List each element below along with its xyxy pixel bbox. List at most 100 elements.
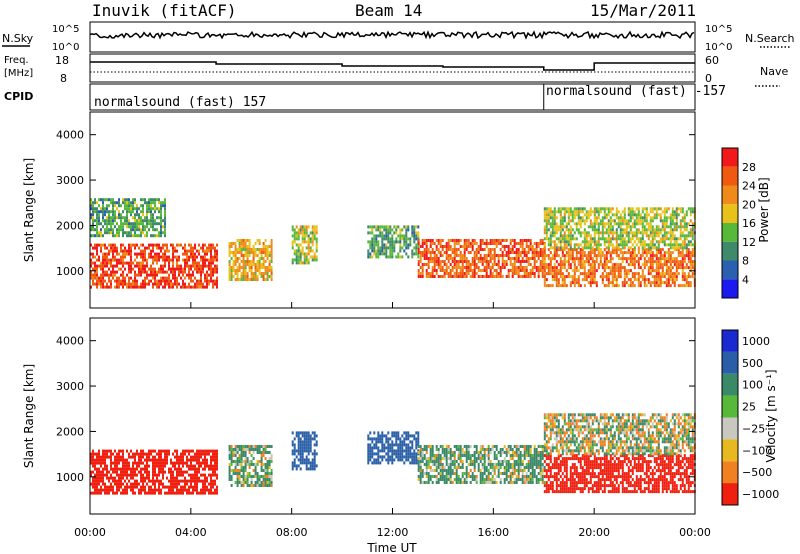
power-cell bbox=[192, 285, 194, 289]
velocity-cell bbox=[297, 437, 300, 441]
power-cell bbox=[551, 231, 554, 235]
power-cell bbox=[583, 251, 586, 255]
power-cell bbox=[180, 264, 182, 268]
power-cell bbox=[625, 269, 628, 273]
power-cell bbox=[689, 213, 692, 217]
power-cell bbox=[649, 281, 652, 285]
velocity-cell bbox=[250, 445, 253, 448]
velocity-cell bbox=[395, 437, 398, 441]
power-cell bbox=[471, 272, 474, 275]
power-cell bbox=[523, 260, 526, 263]
velocity-cell bbox=[429, 466, 432, 469]
power-cell bbox=[385, 237, 388, 241]
velocity-cell bbox=[391, 443, 394, 447]
velocity-cell bbox=[170, 488, 172, 492]
power-cell bbox=[631, 210, 634, 214]
power-cell bbox=[96, 276, 98, 280]
power-cell bbox=[172, 243, 174, 247]
power-cell bbox=[126, 219, 128, 223]
power-cell bbox=[619, 225, 622, 229]
power-cell bbox=[98, 231, 100, 235]
power-cell bbox=[657, 251, 660, 255]
power-cell bbox=[112, 264, 114, 268]
velocity-cell bbox=[309, 443, 312, 447]
power-cell bbox=[112, 210, 114, 214]
power-cell bbox=[679, 210, 682, 214]
power-cell bbox=[619, 213, 622, 217]
velocity-cell bbox=[238, 445, 241, 448]
power-cell bbox=[625, 228, 628, 232]
power-cell bbox=[256, 275, 259, 278]
colorbar-tick-label: 4 bbox=[742, 273, 749, 286]
power-cell bbox=[188, 285, 190, 289]
velocity-cell bbox=[204, 485, 206, 489]
velocity-cell bbox=[305, 446, 308, 450]
power-cell bbox=[685, 210, 688, 214]
power-cell bbox=[623, 257, 626, 261]
power-cell bbox=[122, 231, 124, 235]
power-cell bbox=[377, 240, 380, 244]
power-cell bbox=[433, 275, 436, 278]
power-cell bbox=[381, 246, 384, 250]
power-cell bbox=[234, 272, 237, 275]
power-cell bbox=[250, 275, 253, 278]
power-cell bbox=[607, 231, 610, 235]
power-cell bbox=[535, 254, 538, 257]
power-cell bbox=[655, 278, 658, 282]
velocity-cell bbox=[122, 491, 124, 495]
y-tick-label: 2000 bbox=[56, 219, 84, 232]
power-cell bbox=[563, 254, 566, 258]
power-cell bbox=[681, 216, 684, 220]
power-cell bbox=[611, 228, 614, 232]
velocity-cell bbox=[431, 481, 434, 484]
power-cell bbox=[569, 237, 572, 241]
power-cell bbox=[375, 225, 378, 229]
power-cell bbox=[617, 254, 620, 258]
power-cell bbox=[645, 234, 648, 238]
velocity-cell bbox=[112, 467, 114, 471]
power-cell bbox=[493, 242, 496, 245]
power-cell bbox=[102, 270, 104, 274]
power-cell bbox=[92, 225, 94, 229]
velocity-cell bbox=[397, 455, 400, 459]
power-cell bbox=[212, 243, 214, 247]
power-cell bbox=[605, 213, 608, 217]
velocity-cell bbox=[192, 476, 194, 480]
power-cell bbox=[204, 243, 206, 247]
power-cell bbox=[104, 228, 106, 232]
power-cell bbox=[469, 275, 472, 278]
power-cell bbox=[581, 207, 584, 211]
power-cell bbox=[649, 246, 652, 250]
velocity-cell bbox=[176, 467, 178, 471]
power-cell bbox=[427, 260, 430, 263]
velocity-cell bbox=[313, 449, 316, 453]
velocity-cell bbox=[293, 449, 296, 453]
power-cell bbox=[164, 228, 166, 232]
power-cell bbox=[104, 231, 106, 235]
power-cell bbox=[523, 254, 526, 257]
velocity-cell bbox=[120, 467, 122, 471]
power-cell bbox=[230, 275, 233, 278]
power-cell bbox=[407, 246, 410, 250]
power-cell bbox=[293, 252, 296, 256]
power-cell bbox=[158, 243, 160, 247]
velocity-cell bbox=[301, 452, 304, 456]
power-cell bbox=[90, 258, 92, 262]
power-cell bbox=[579, 234, 582, 238]
power-cell bbox=[202, 264, 204, 268]
velocity-cell bbox=[210, 482, 212, 486]
velocity-cell bbox=[234, 448, 237, 451]
power-cell bbox=[629, 278, 632, 282]
power-cell bbox=[575, 228, 578, 232]
colorbar-tick-label: 20 bbox=[742, 198, 756, 211]
power-cell bbox=[643, 266, 646, 270]
velocity-cell bbox=[128, 485, 130, 489]
power-cell bbox=[521, 266, 524, 269]
power-cell bbox=[214, 249, 216, 253]
power-cell bbox=[481, 263, 484, 266]
power-cell bbox=[102, 252, 104, 256]
power-cell bbox=[164, 282, 166, 286]
power-cell bbox=[194, 282, 196, 286]
velocity-cell bbox=[407, 434, 410, 438]
velocity-cell bbox=[417, 437, 420, 441]
